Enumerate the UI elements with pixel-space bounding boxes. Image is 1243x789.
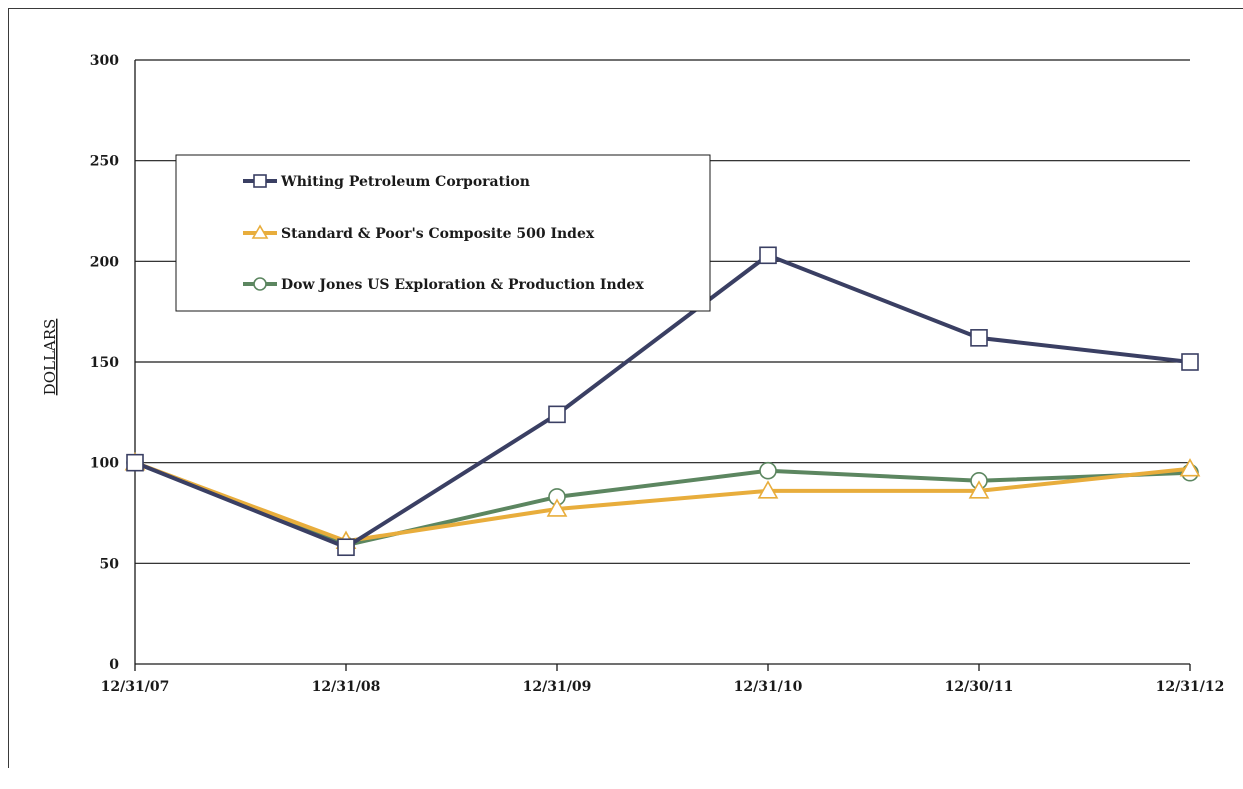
y-tick-labels: 0 50 100 150 200 250 300 [90, 53, 119, 673]
y-tick-label: 300 [90, 53, 119, 69]
series-line [134, 460, 1191, 544]
legend-item: Whiting Petroleum Corporation [243, 174, 530, 190]
y-tick-label: 0 [109, 657, 119, 673]
series-circle [126, 453, 1199, 555]
series-triangle [124, 452, 1201, 549]
series-square [126, 246, 1199, 557]
data-point-triangle [546, 498, 568, 517]
series-line [134, 460, 1191, 548]
series-lines [124, 246, 1201, 557]
y-tick-label: 150 [90, 355, 119, 371]
y-tick-label: 250 [90, 154, 119, 170]
data-point-square [759, 246, 777, 265]
legend-label: Whiting Petroleum Corporation [280, 174, 530, 190]
y-tick-label: 50 [100, 556, 120, 572]
series-line [134, 253, 1191, 550]
legend-marker-square [253, 174, 267, 188]
y-tick-label: 200 [90, 254, 119, 270]
x-tick-label: 12/31/09 [523, 679, 592, 695]
data-point-triangle [968, 480, 990, 499]
data-point-square [126, 453, 144, 472]
gridlines [135, 59, 1190, 564]
legend-label: Standard & Poor's Composite 500 Index [281, 226, 595, 242]
data-point-square [337, 538, 355, 557]
legend-item: Dow Jones US Exploration & Production In… [243, 277, 644, 293]
frame-top-border [8, 8, 1243, 9]
legend-item: Standard & Poor's Composite 500 Index [243, 224, 595, 242]
x-tick-label: 12/30/11 [945, 679, 1014, 695]
data-point-triangle [1179, 458, 1201, 477]
data-point-circle [759, 461, 777, 480]
y-tick-label: 100 [90, 456, 119, 472]
x-tick-labels: 12/31/07 12/31/08 12/31/09 12/31/10 12/30/11… [101, 679, 1225, 695]
axes [134, 60, 1191, 671]
data-point-square [1181, 353, 1199, 371]
data-point-square [970, 329, 988, 347]
legend-marker-circle [253, 277, 267, 291]
data-point-square [548, 405, 566, 424]
x-tick-label: 12/31/10 [734, 679, 803, 695]
data-point-triangle [757, 480, 779, 499]
frame-left-border [8, 8, 9, 768]
legend-label: Dow Jones US Exploration & Production In… [281, 277, 644, 293]
legend: Whiting Petroleum Corporation Standard & … [175, 154, 711, 312]
x-tick-label: 12/31/08 [312, 679, 381, 695]
legend-marker-triangle [251, 224, 269, 239]
x-tick-label: 12/31/12 [1156, 679, 1225, 695]
y-axis-label: DOLLARS [41, 319, 59, 396]
x-tick-label: 12/31/07 [101, 679, 170, 695]
